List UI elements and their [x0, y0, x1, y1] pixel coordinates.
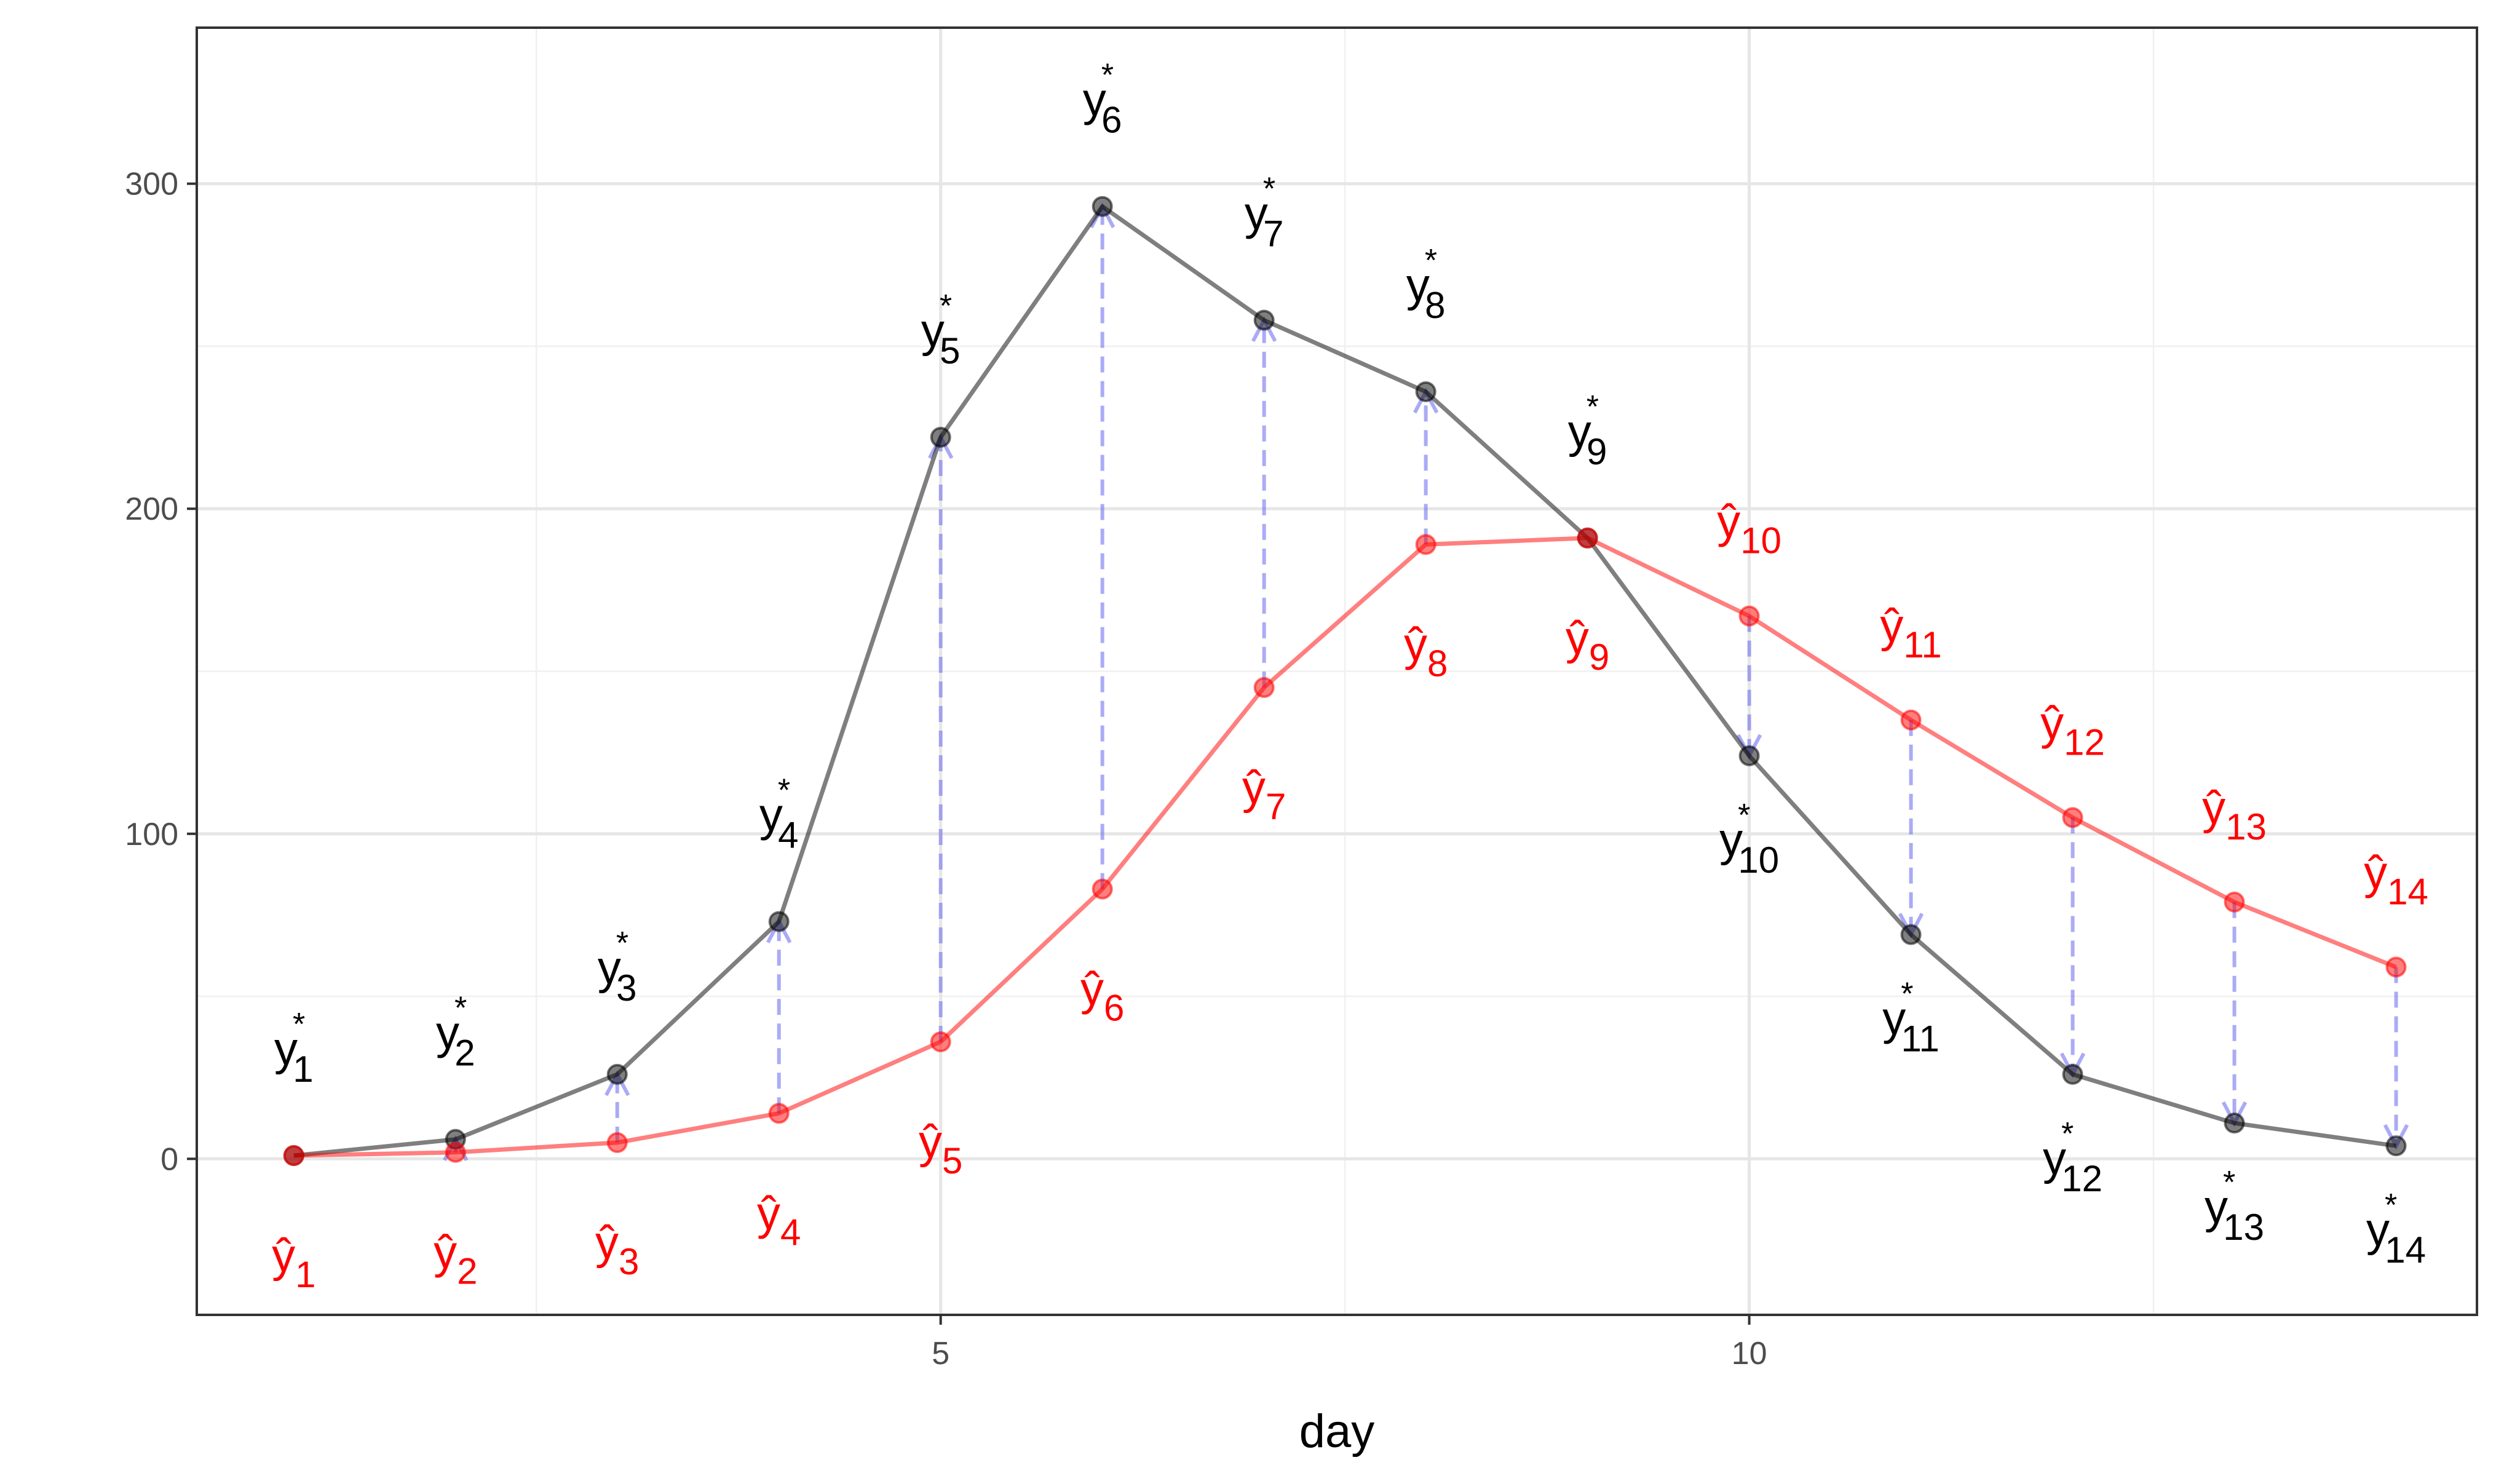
- point-fitted: [768, 1103, 790, 1124]
- series-line-fitted: [293, 536, 2397, 1158]
- point-fitted: [2062, 807, 2083, 828]
- x-tick-label: 10: [1732, 1336, 1767, 1371]
- point-label-fitted: ŷ7: [1242, 761, 1286, 827]
- point-label-fitted: ŷ5: [919, 1116, 962, 1181]
- point-label-observed: y* 2: [436, 991, 475, 1074]
- residual-arrow: [1413, 387, 1439, 545]
- point-fitted: [1092, 878, 1113, 900]
- residual-arrow: [766, 918, 792, 1114]
- data-points: [283, 196, 2407, 1167]
- x-tick-label: 5: [932, 1336, 949, 1371]
- point-observed: [1900, 924, 1922, 945]
- residual-arrows: [443, 202, 2409, 1161]
- residual-arrow: [1251, 316, 1277, 688]
- residual-arrow: [1898, 720, 1924, 939]
- point-fitted: [445, 1141, 466, 1163]
- point-fitted: [1738, 605, 1760, 627]
- point-label-observed: y* 5: [921, 288, 961, 371]
- y-tick-label: 100: [125, 817, 178, 852]
- point-label-observed: y* 13: [2205, 1165, 2264, 1248]
- point-observed: [768, 911, 790, 932]
- point-label-observed: y* 11: [1882, 977, 1940, 1060]
- x-axis-title: day: [1299, 1405, 1375, 1458]
- point-fitted: [1253, 676, 1275, 698]
- point-observed: [1415, 381, 1436, 402]
- point-fitted: [283, 1145, 304, 1167]
- point-observed: [1092, 196, 1113, 217]
- point-label-observed: y* 10: [1719, 798, 1779, 881]
- point-label-observed: y* 8: [1406, 243, 1446, 326]
- point-label-observed: y* 12: [2043, 1116, 2102, 1199]
- point-label-observed: y* 7: [1245, 172, 1284, 255]
- point-label-fitted: ŷ11: [1880, 600, 1941, 665]
- series-line-observed: [293, 204, 2396, 1158]
- point-label-fitted: ŷ4: [757, 1187, 801, 1253]
- residual-arrow: [2383, 967, 2409, 1150]
- point-fitted: [2385, 956, 2407, 978]
- point-label-fitted: ŷ12: [2040, 697, 2105, 763]
- point-label-observed: y* 4: [759, 772, 799, 855]
- point-label-fitted: ŷ14: [2364, 846, 2428, 912]
- series-lines: [293, 204, 2397, 1158]
- residual-arrow: [2221, 902, 2248, 1127]
- grid: [197, 28, 2477, 1315]
- point-fitted: [2224, 891, 2245, 913]
- point-label-fitted: ŷ13: [2202, 782, 2267, 847]
- y-tick-label: 0: [160, 1141, 178, 1177]
- point-observed: [1738, 745, 1760, 766]
- point-observed: [930, 426, 951, 448]
- point-label-observed: y* 3: [598, 926, 637, 1009]
- point-label-fitted: ŷ9: [1566, 612, 1609, 678]
- residual-arrow: [1090, 202, 1115, 889]
- point-observed: [1253, 309, 1275, 331]
- point-label-fitted: ŷ8: [1404, 618, 1448, 684]
- point-observed: [2385, 1135, 2407, 1157]
- point-fitted: [1900, 709, 1922, 731]
- point-label-observed: y* 14: [2366, 1188, 2426, 1271]
- point-label-fitted: ŷ2: [434, 1226, 477, 1292]
- point-fitted: [1577, 527, 1598, 549]
- axes: 0 100 200 300 5 10: [125, 167, 1767, 1371]
- point-label-fitted: ŷ1: [272, 1229, 315, 1295]
- point-labels: y* 1 ŷ1 y* 2 ŷ2 y* 3 ŷ3 y* 4 ŷ4 y* 5 ŷ5 y* 6 ŷ6 y* 7 ŷ7 y* 8 ŷ8…: [272, 58, 2428, 1295]
- point-label-observed: y* 1: [274, 1007, 314, 1090]
- point-observed: [606, 1063, 628, 1085]
- y-tick-label: 200: [125, 491, 178, 527]
- point-label-fitted: ŷ10: [1717, 496, 1781, 561]
- panel-border: [196, 26, 2478, 1316]
- point-label-fitted: ŷ3: [595, 1216, 639, 1282]
- point-observed: [2224, 1113, 2245, 1134]
- point-observed: [2062, 1063, 2083, 1085]
- point-label-observed: y* 9: [1568, 389, 1607, 472]
- residual-arrow: [2059, 817, 2086, 1079]
- point-label-fitted: ŷ6: [1080, 963, 1124, 1029]
- point-fitted: [606, 1132, 628, 1153]
- point-fitted: [930, 1031, 951, 1053]
- point-fitted: [1415, 534, 1436, 555]
- point-label-observed: y* 6: [1083, 58, 1122, 141]
- y-tick-label: 300: [125, 167, 178, 202]
